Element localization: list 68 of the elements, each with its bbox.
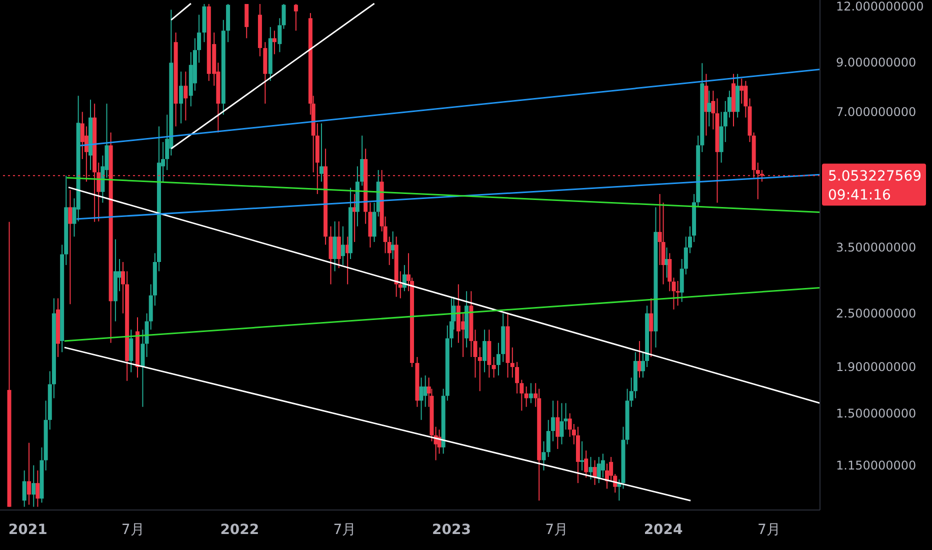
candlestick <box>36 470 40 508</box>
candlestick <box>244 3 249 39</box>
candlestick <box>707 90 712 127</box>
candlestick <box>272 30 276 55</box>
candlestick <box>482 329 487 373</box>
candlestick <box>551 400 556 442</box>
candlestick <box>68 189 72 305</box>
candlestick <box>179 71 184 124</box>
candlestick <box>496 342 500 376</box>
candlestick <box>492 356 496 378</box>
candlestick <box>22 470 26 508</box>
x-tick-label: 7月 <box>545 522 568 538</box>
candlestick <box>596 456 601 484</box>
text: 09:41:16 <box>828 188 891 204</box>
candlestick <box>711 90 716 130</box>
candlestick <box>487 329 492 378</box>
y-tick-label: 2.500000000 <box>836 306 916 320</box>
y-tick-label: 1.150000000 <box>836 458 916 472</box>
candlestick <box>336 220 341 269</box>
candlestick <box>423 374 428 408</box>
candlestick <box>32 464 36 508</box>
y-tick-label: 7.000000000 <box>836 104 916 119</box>
candlestick <box>564 402 568 430</box>
candlestick <box>319 122 324 182</box>
candlestick <box>546 419 550 458</box>
candlestick <box>278 18 282 53</box>
candlestick <box>26 442 31 506</box>
candlestick <box>419 377 424 420</box>
candlestick <box>294 3 298 32</box>
candlestick <box>556 400 560 450</box>
candlestick <box>676 280 680 306</box>
candlestick <box>473 329 478 378</box>
candlestick <box>140 329 145 408</box>
candlestick <box>588 456 593 480</box>
y-tick-label: 9.000000000 <box>836 56 916 70</box>
candlestick <box>282 3 286 30</box>
candlestick <box>592 460 597 486</box>
candlestick <box>478 346 482 392</box>
candlestick <box>580 440 584 471</box>
candlestick <box>332 220 337 272</box>
candlestick <box>560 402 564 445</box>
x-tick-label: 7月 <box>333 522 356 538</box>
y-tick-label: 1.500000000 <box>836 406 916 420</box>
candlestick <box>584 450 588 478</box>
candlestick <box>328 226 333 285</box>
candlestick <box>515 361 520 394</box>
candlestick <box>520 379 524 412</box>
y-tick-label: 1.900000000 <box>836 360 916 374</box>
x-tick-label: 2022 <box>220 522 260 538</box>
ref-line-label: 5.053227569 <box>828 168 922 185</box>
candlestick <box>184 71 188 121</box>
y-tick-label: 3.500000000 <box>836 240 916 254</box>
x-tick-label: 2024 <box>644 522 684 538</box>
candlestick <box>524 386 528 408</box>
x-tick-label: 7月 <box>121 522 144 538</box>
x-tick-label: 2023 <box>432 522 471 538</box>
candlestick <box>542 440 546 471</box>
candlestick <box>340 226 345 266</box>
candlestick <box>390 230 395 260</box>
candlestick <box>649 298 654 358</box>
y-tick-label: 12.000000000 <box>836 0 924 14</box>
x-tick-label: 2021 <box>8 522 48 538</box>
candlestick <box>510 346 514 378</box>
candlestick <box>129 329 134 373</box>
candlestick <box>744 80 748 118</box>
x-tick-label: 7月 <box>757 522 780 538</box>
candlestick <box>528 382 533 404</box>
candlestick <box>740 78 744 104</box>
